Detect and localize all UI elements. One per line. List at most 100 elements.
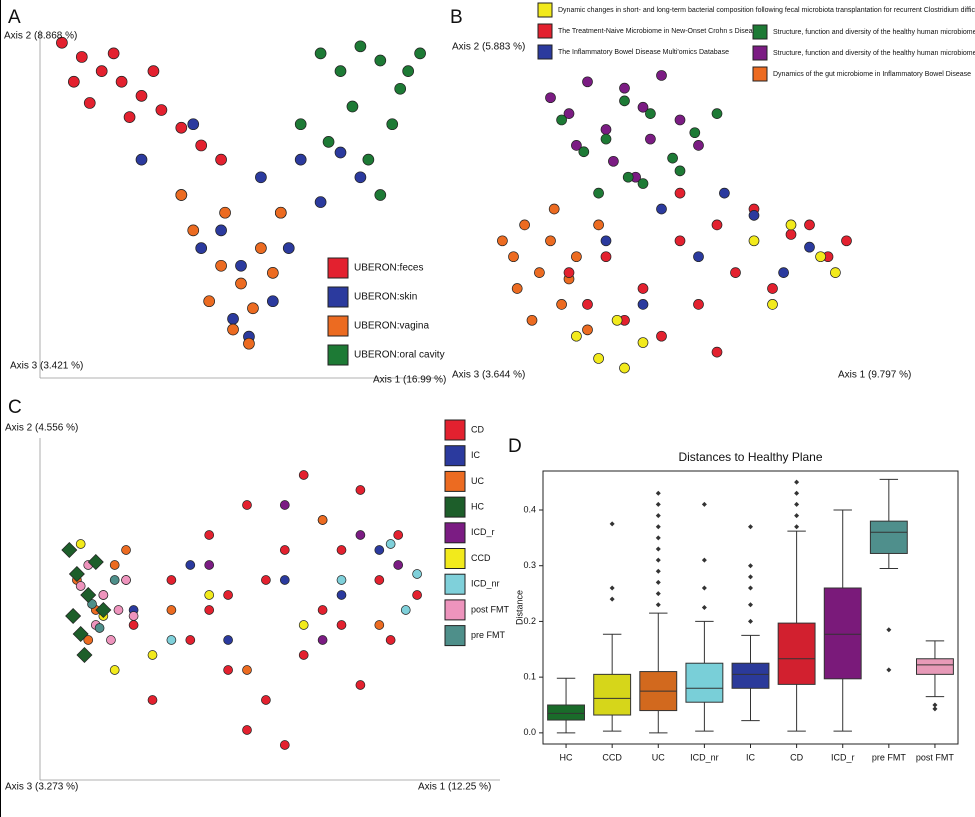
- outlier: [655, 557, 661, 563]
- panel-letter: D: [508, 436, 522, 457]
- outlier: [655, 568, 661, 574]
- point: [571, 140, 582, 151]
- y-axis-label: Axis 2 (5.883 %): [452, 42, 525, 53]
- point: [619, 362, 630, 374]
- point: [689, 127, 701, 139]
- point: [61, 542, 78, 558]
- point: [322, 136, 335, 148]
- legend-label: Structure, function and diversity of the…: [773, 29, 975, 36]
- box: [777, 622, 816, 685]
- x-tick-label: post FMT: [916, 752, 955, 762]
- point: [65, 608, 82, 624]
- point: [175, 121, 188, 134]
- point: [374, 545, 385, 555]
- outlier: [701, 501, 707, 507]
- point: [215, 224, 227, 237]
- point: [334, 65, 347, 77]
- outlier: [701, 557, 707, 563]
- legend-swatch: [444, 625, 466, 647]
- legend-label: ICD_r: [471, 527, 495, 537]
- outlier: [609, 585, 615, 591]
- point: [511, 283, 523, 294]
- point: [619, 82, 630, 94]
- point: [215, 153, 227, 166]
- point: [402, 65, 415, 77]
- point: [147, 65, 160, 77]
- outlier: [748, 524, 753, 530]
- point: [622, 171, 634, 183]
- point: [645, 108, 656, 119]
- legend-label: Dynamics of the gut microbiome in Inflam…: [773, 71, 971, 78]
- point: [578, 146, 590, 158]
- point: [135, 90, 148, 102]
- point: [804, 241, 815, 253]
- outlier: [701, 605, 707, 610]
- point: [336, 590, 347, 600]
- point: [261, 575, 271, 585]
- legend-label: post FMT: [471, 604, 510, 614]
- z-axis-label: Axis 3 (3.644 %): [452, 370, 525, 381]
- point: [155, 104, 168, 116]
- point: [362, 153, 375, 166]
- legend-swatch: [537, 2, 553, 18]
- point: [526, 314, 538, 326]
- point: [637, 101, 649, 113]
- outlier: [794, 490, 800, 496]
- legend-swatch: [444, 522, 466, 544]
- point: [294, 118, 307, 131]
- legend-swatch: [752, 45, 768, 61]
- box: [869, 520, 908, 554]
- point: [266, 295, 279, 308]
- point: [67, 75, 80, 88]
- point: [637, 178, 649, 189]
- point: [730, 267, 741, 278]
- point: [317, 515, 328, 525]
- point: [545, 92, 556, 104]
- point: [719, 187, 730, 199]
- point: [354, 40, 367, 53]
- point: [414, 47, 426, 60]
- legend-swatch: [444, 548, 466, 569]
- point: [147, 695, 158, 705]
- point: [767, 299, 778, 310]
- x-tick-label: CD: [790, 752, 803, 762]
- point: [608, 155, 619, 167]
- point: [135, 153, 148, 166]
- legend-label: UBERON:vagina: [354, 321, 429, 332]
- point: [298, 620, 309, 630]
- legend-label: The Treatment-Naive Microbiome in New-On…: [558, 28, 760, 35]
- point: [94, 623, 105, 633]
- point: [563, 267, 575, 278]
- point: [571, 330, 582, 342]
- y-tick-label: 0.1: [523, 672, 536, 682]
- point: [106, 635, 116, 645]
- point: [166, 575, 177, 585]
- point: [204, 530, 215, 540]
- point: [582, 299, 593, 310]
- point: [582, 324, 593, 336]
- point: [674, 235, 686, 247]
- legend-swatch: [752, 66, 768, 82]
- point: [385, 539, 396, 549]
- point: [215, 259, 227, 272]
- point: [637, 337, 649, 348]
- point: [355, 680, 366, 690]
- legend-label: The Inflammatory Bowel Disease Multi'omi…: [558, 49, 729, 56]
- point: [637, 283, 649, 294]
- point: [279, 545, 290, 555]
- point: [600, 124, 612, 135]
- legend-label: IC: [471, 450, 481, 460]
- x-tick-label: IC: [746, 752, 756, 762]
- point: [748, 235, 760, 247]
- point: [242, 665, 252, 675]
- point: [336, 545, 347, 555]
- legend-swatch: [444, 445, 466, 467]
- point: [279, 740, 290, 750]
- outlier: [655, 524, 661, 530]
- point: [195, 242, 208, 254]
- outlier: [748, 602, 753, 608]
- legend-swatch: [327, 257, 349, 279]
- point: [374, 54, 387, 67]
- legend-swatch: [444, 573, 466, 595]
